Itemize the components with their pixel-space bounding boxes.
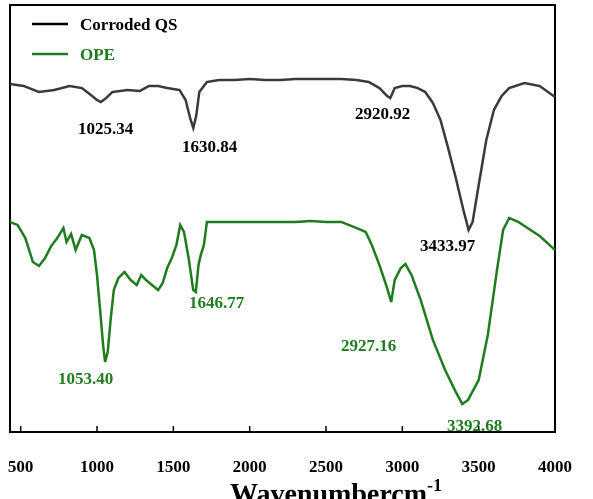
x-tick-label-4000: 4000 bbox=[538, 457, 572, 476]
x-axis-ticks bbox=[19, 426, 556, 432]
x-tick-label-3000: 3000 bbox=[385, 457, 419, 476]
x-tick-label-1500: 1500 bbox=[156, 457, 190, 476]
x-axis-tick-labels: 500 1000 1500 2000 2500 3000 3500 4000 bbox=[8, 457, 572, 476]
annotation-1053: 1053.40 bbox=[58, 369, 113, 388]
series-line-ope bbox=[9, 216, 556, 406]
legend-label-corroded-qs: Corroded QS bbox=[80, 15, 177, 34]
x-tick-label-2000: 2000 bbox=[233, 457, 267, 476]
x-tick-label-1000: 1000 bbox=[80, 457, 114, 476]
annotation-2920: 2920.92 bbox=[355, 104, 410, 123]
annotation-1025: 1025.34 bbox=[78, 119, 134, 138]
x-axis-label-superscript: -1 bbox=[427, 475, 442, 495]
x-tick-label-2500: 2500 bbox=[309, 457, 343, 476]
annotation-1646: 1646.77 bbox=[189, 293, 245, 312]
annotation-3392: 3392.68 bbox=[447, 416, 502, 435]
annotation-1630: 1630.84 bbox=[182, 137, 238, 156]
x-axis-label: Wavenumbercm-1 bbox=[230, 475, 442, 499]
annotation-3433: 3433.97 bbox=[420, 236, 476, 255]
x-tick-label-3500: 3500 bbox=[462, 457, 496, 476]
annotation-2927: 2927.16 bbox=[341, 336, 396, 355]
legend-label-ope: OPE bbox=[80, 45, 115, 64]
x-tick-label-500: 500 bbox=[8, 457, 34, 476]
series-line-corroded-qs bbox=[9, 77, 556, 234]
plot-frame bbox=[9, 4, 556, 433]
